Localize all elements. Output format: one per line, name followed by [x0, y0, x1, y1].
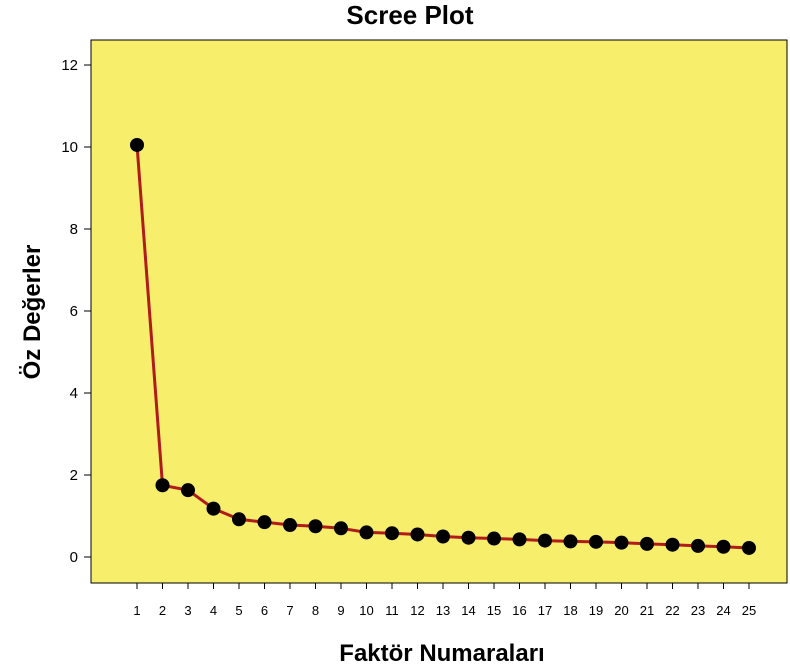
- x-axis: 1 2 3 4 5 6 7 8 9 10 11 12 13 14 15 16 17 18 19 20 21 22 23 24 2…: [133, 583, 756, 618]
- data-point: [232, 512, 246, 527]
- data-point: [665, 537, 680, 552]
- data-point: [512, 532, 527, 547]
- y-axis-label: Öz Değerler: [19, 245, 46, 380]
- y-tick-label: 8: [70, 221, 78, 238]
- chart-title: Scree Plot: [346, 0, 474, 30]
- data-point: [283, 518, 297, 533]
- x-tick-label: 7: [286, 603, 293, 618]
- x-tick-label: 9: [337, 603, 344, 618]
- data-point: [155, 478, 170, 493]
- x-tick-label: 11: [385, 603, 399, 618]
- x-tick-label: 1: [133, 603, 140, 618]
- x-tick-label: 5: [235, 603, 242, 618]
- y-tick-label: 0: [70, 549, 78, 566]
- x-tick-label: 20: [614, 603, 628, 618]
- plot-area: [90, 39, 788, 584]
- y-tick-label: 4: [70, 385, 78, 402]
- data-point: [130, 137, 144, 152]
- data-points: [130, 137, 756, 555]
- x-tick-label: 18: [563, 603, 577, 618]
- data-point: [334, 521, 348, 536]
- x-tick-label: 6: [261, 603, 268, 618]
- x-tick-label: 21: [640, 603, 654, 618]
- data-point: [640, 536, 654, 551]
- data-point: [742, 540, 756, 555]
- y-tick-label: 12: [61, 57, 78, 74]
- x-tick-label: 19: [589, 603, 603, 618]
- data-point: [487, 531, 501, 546]
- data-point: [385, 526, 399, 541]
- x-tick-label: 16: [512, 603, 526, 618]
- y-tick-label: 2: [70, 467, 78, 484]
- x-tick-label: 24: [716, 603, 730, 618]
- x-tick-label: 23: [691, 603, 705, 618]
- data-point: [257, 515, 272, 530]
- data-point: [563, 534, 578, 549]
- x-tick-label: 14: [461, 603, 475, 618]
- x-tick-label: 4: [210, 603, 217, 618]
- x-tick-label: 10: [359, 603, 373, 618]
- x-tick-label: 8: [312, 603, 319, 618]
- x-tick-label: 25: [742, 603, 756, 618]
- data-point: [308, 519, 323, 534]
- data-point: [614, 535, 629, 550]
- data-point: [359, 525, 374, 540]
- data-point: [589, 534, 603, 549]
- x-tick-label: 22: [665, 603, 679, 618]
- x-tick-label: 3: [184, 603, 191, 618]
- x-tick-label: 12: [410, 603, 424, 618]
- data-point: [461, 530, 476, 545]
- x-tick-label: 17: [538, 603, 552, 618]
- data-point: [436, 529, 450, 544]
- x-tick-label: 15: [487, 603, 501, 618]
- data-point: [716, 539, 731, 554]
- y-axis: 0 2 4 6 8 10 12: [61, 57, 91, 566]
- data-point: [691, 538, 705, 553]
- y-tick-label: 10: [61, 139, 78, 156]
- x-axis-label: Faktör Numaraları: [339, 640, 544, 667]
- data-point: [410, 527, 425, 542]
- data-point: [206, 501, 221, 516]
- x-tick-label: 13: [436, 603, 450, 618]
- y-tick-label: 6: [70, 303, 78, 320]
- data-point: [181, 483, 195, 498]
- data-point: [538, 533, 552, 548]
- x-tick-label: 2: [159, 603, 166, 618]
